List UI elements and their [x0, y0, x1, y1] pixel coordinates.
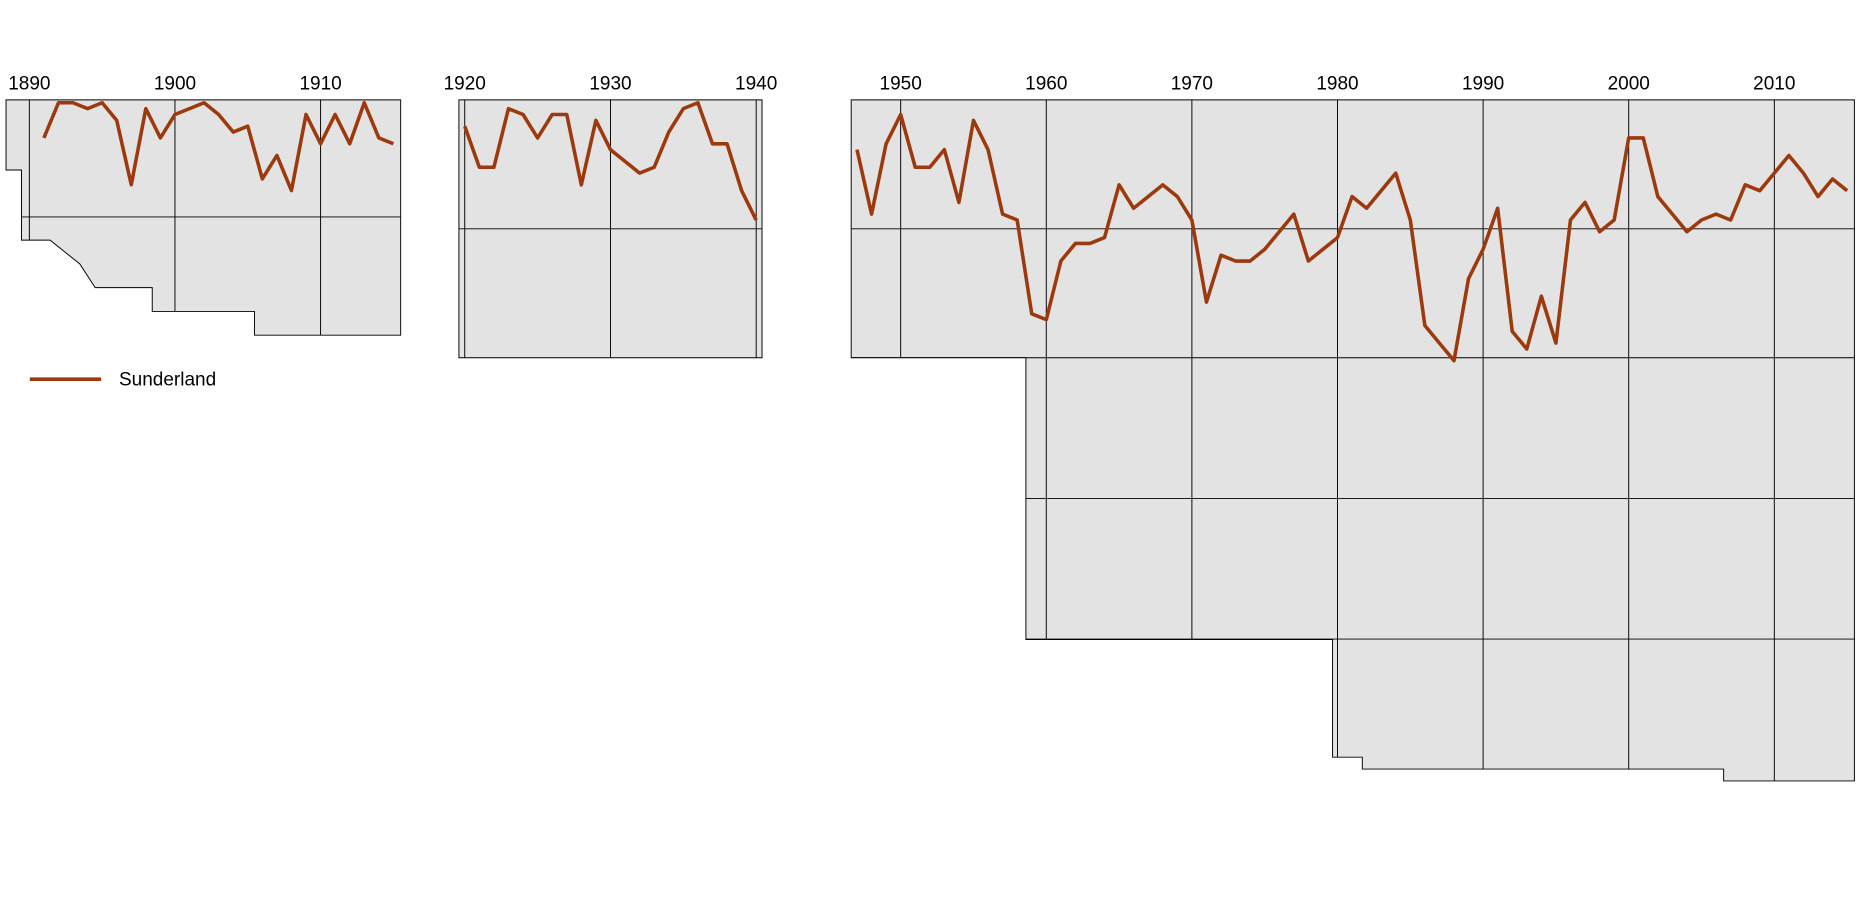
plot-background: [851, 99, 1855, 781]
series-line: [855, 112, 1849, 363]
x-tick-label: 1900: [154, 73, 196, 94]
x-tick-label: 1950: [880, 73, 922, 94]
x-tick-label: 1920: [444, 73, 486, 94]
plot-background: [6, 99, 401, 336]
x-tick-label: 1960: [1025, 73, 1067, 94]
plot-border: [850, 99, 1855, 782]
x-tick-label: 1930: [589, 73, 631, 94]
plot-border: [458, 99, 763, 359]
x-tick-label: 1970: [1171, 73, 1213, 94]
grid: [6, 99, 401, 336]
x-tick-label: 1990: [1462, 73, 1504, 94]
series-line: [463, 100, 758, 221]
grid: [458, 99, 763, 358]
plot-border: [5, 99, 402, 336]
x-tick-label: 2010: [1753, 73, 1795, 94]
x-tick-label: 2000: [1608, 73, 1650, 94]
x-tick-label: 1940: [735, 73, 777, 94]
series-line: [42, 100, 395, 193]
x-tick-label: 1910: [299, 73, 341, 94]
x-tick-label: 1980: [1316, 73, 1358, 94]
x-tick-label: 1890: [8, 73, 50, 94]
legend-label: Sunderland: [119, 369, 216, 390]
